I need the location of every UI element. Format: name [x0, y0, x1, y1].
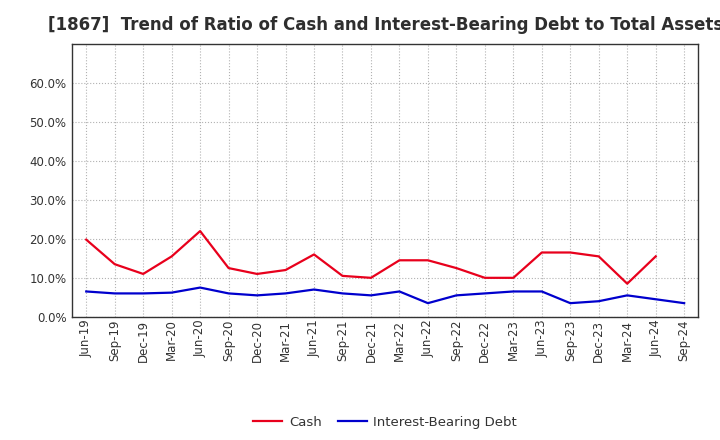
Interest-Bearing Debt	[110, 291, 119, 296]
Interest-Bearing Debt	[82, 289, 91, 294]
Interest-Bearing Debt	[253, 293, 261, 298]
Interest-Bearing Debt	[310, 287, 318, 292]
Interest-Bearing Debt	[167, 290, 176, 295]
Cash	[623, 281, 631, 286]
Cash	[110, 261, 119, 267]
Interest-Bearing Debt	[225, 291, 233, 296]
Interest-Bearing Debt	[338, 291, 347, 296]
Cash	[509, 275, 518, 280]
Cash	[652, 254, 660, 259]
Cash	[395, 258, 404, 263]
Interest-Bearing Debt	[623, 293, 631, 298]
Interest-Bearing Debt	[366, 293, 375, 298]
Cash	[595, 254, 603, 259]
Cash	[310, 252, 318, 257]
Interest-Bearing Debt	[395, 289, 404, 294]
Interest-Bearing Debt	[509, 289, 518, 294]
Interest-Bearing Debt	[537, 289, 546, 294]
Interest-Bearing Debt	[566, 301, 575, 306]
Interest-Bearing Debt	[652, 297, 660, 302]
Cash	[82, 237, 91, 242]
Cash	[196, 228, 204, 234]
Cash	[253, 271, 261, 277]
Cash	[225, 265, 233, 271]
Cash	[423, 258, 432, 263]
Cash	[167, 254, 176, 259]
Line: Interest-Bearing Debt: Interest-Bearing Debt	[86, 288, 684, 303]
Interest-Bearing Debt	[452, 293, 461, 298]
Legend: Cash, Interest-Bearing Debt: Cash, Interest-Bearing Debt	[248, 411, 522, 434]
Interest-Bearing Debt	[282, 291, 290, 296]
Interest-Bearing Debt	[139, 291, 148, 296]
Title: [1867]  Trend of Ratio of Cash and Interest-Bearing Debt to Total Assets: [1867] Trend of Ratio of Cash and Intere…	[48, 16, 720, 34]
Cash	[139, 271, 148, 277]
Cash	[338, 273, 347, 279]
Cash	[366, 275, 375, 280]
Interest-Bearing Debt	[595, 299, 603, 304]
Cash	[282, 268, 290, 273]
Interest-Bearing Debt	[196, 285, 204, 290]
Cash	[566, 250, 575, 255]
Cash	[452, 265, 461, 271]
Line: Cash: Cash	[86, 231, 656, 284]
Cash	[480, 275, 489, 280]
Cash	[537, 250, 546, 255]
Interest-Bearing Debt	[423, 301, 432, 306]
Interest-Bearing Debt	[480, 291, 489, 296]
Interest-Bearing Debt	[680, 301, 688, 306]
